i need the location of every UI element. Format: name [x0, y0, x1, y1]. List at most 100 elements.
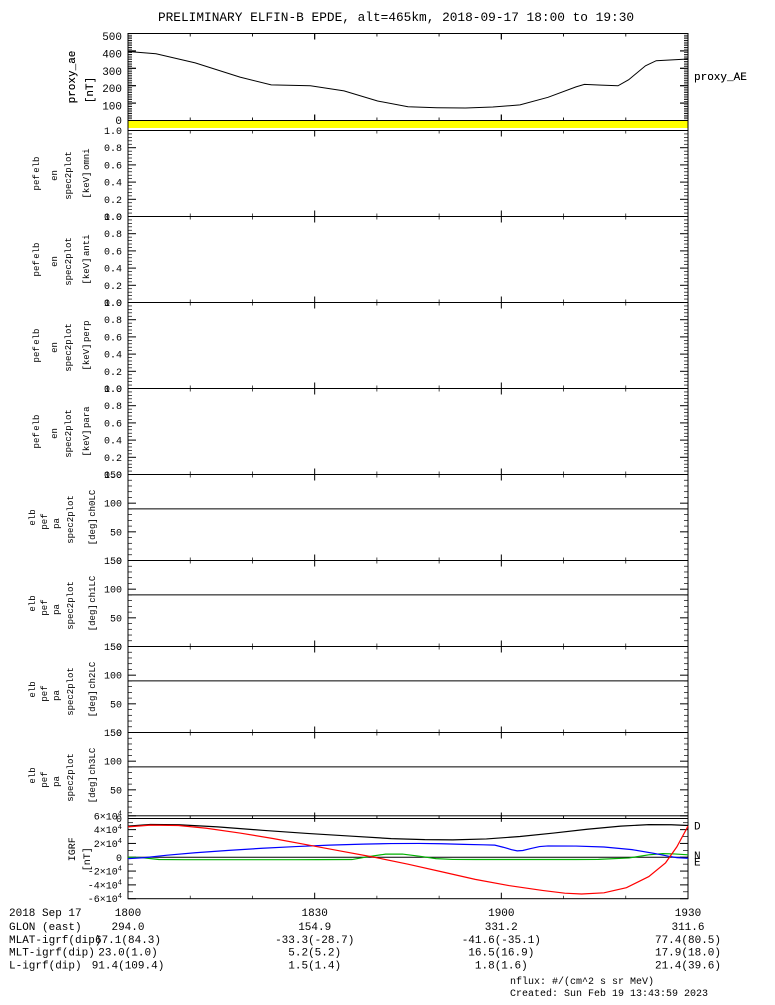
svg-text:50: 50 — [110, 528, 122, 539]
svg-text:elb: elb — [28, 681, 38, 697]
svg-text:0.2: 0.2 — [104, 196, 122, 207]
svg-text:200: 200 — [102, 84, 122, 96]
svg-text:D: D — [694, 822, 701, 834]
svg-text:1830: 1830 — [301, 908, 327, 920]
svg-text:[deg]: [deg] — [88, 690, 98, 717]
svg-text:IGRF: IGRF — [68, 837, 79, 861]
svg-text:0.8: 0.8 — [104, 230, 122, 241]
svg-text:154.9: 154.9 — [298, 922, 331, 934]
svg-text:150: 150 — [104, 643, 122, 654]
svg-text:elb: elb — [28, 595, 38, 611]
svg-text:23.0(1.0): 23.0(1.0) — [98, 948, 157, 960]
svg-text:150: 150 — [104, 471, 122, 482]
svg-text:[nT]: [nT] — [85, 77, 97, 103]
svg-text:spec2plot: spec2plot — [64, 237, 74, 286]
svg-text:spec2plot: spec2plot — [66, 495, 76, 544]
svg-text:1.0: 1.0 — [104, 385, 122, 396]
svg-text:150: 150 — [104, 557, 122, 568]
svg-text:pef: pef — [40, 685, 50, 701]
svg-text:0.4: 0.4 — [104, 265, 122, 276]
svg-text:elb: elb — [28, 767, 38, 783]
svg-text:0.8: 0.8 — [104, 402, 122, 413]
svg-text:anti: anti — [82, 234, 92, 256]
svg-text:MLT-igrf(dip): MLT-igrf(dip) — [9, 948, 95, 960]
svg-text:50: 50 — [110, 700, 122, 711]
svg-text:67.1(84.3): 67.1(84.3) — [95, 935, 161, 947]
svg-text:-41.6(-35.1): -41.6(-35.1) — [462, 935, 541, 947]
svg-text:elb: elb — [32, 415, 42, 431]
svg-text:omni: omni — [82, 148, 92, 170]
svg-text:50: 50 — [110, 614, 122, 625]
svg-text:pef: pef — [40, 513, 50, 529]
svg-text:1.0: 1.0 — [104, 127, 122, 138]
svg-text:300: 300 — [102, 67, 122, 79]
svg-text:elb: elb — [32, 329, 42, 345]
svg-text:0.2: 0.2 — [104, 368, 122, 379]
svg-text:en: en — [50, 256, 60, 267]
svg-text:0.4: 0.4 — [104, 179, 122, 190]
svg-text:nflux: #/(cm^2 s sr MeV): nflux: #/(cm^2 s sr MeV) — [510, 976, 654, 988]
svg-text:2×104: 2×104 — [94, 838, 122, 851]
svg-text:0.2: 0.2 — [104, 454, 122, 465]
svg-text:-33.3(-28.7): -33.3(-28.7) — [275, 935, 354, 947]
svg-text:100: 100 — [104, 672, 122, 683]
svg-text:0.8: 0.8 — [104, 316, 122, 327]
svg-text:spec2plot: spec2plot — [64, 323, 74, 372]
svg-text:1800: 1800 — [115, 908, 141, 920]
svg-text:PRELIMINARY ELFIN-B EPDE, alt=: PRELIMINARY ELFIN-B EPDE, alt=465km, 201… — [158, 10, 634, 25]
svg-text:pef: pef — [40, 771, 50, 787]
svg-text:pef: pef — [32, 432, 42, 448]
svg-text:0.6: 0.6 — [104, 419, 122, 430]
svg-text:pa: pa — [52, 776, 62, 787]
svg-text:[nT]: [nT] — [82, 847, 94, 871]
svg-text:294.0: 294.0 — [111, 922, 144, 934]
svg-text:ch1LC: ch1LC — [88, 575, 98, 603]
svg-text:GLON (east): GLON (east) — [9, 922, 82, 934]
svg-text:ch2LC: ch2LC — [88, 661, 98, 689]
svg-text:100: 100 — [102, 102, 122, 114]
svg-text:331.2: 331.2 — [485, 922, 518, 934]
svg-text:311.6: 311.6 — [671, 922, 704, 934]
svg-text:para: para — [82, 406, 92, 428]
svg-text:1.0: 1.0 — [104, 213, 122, 224]
svg-text:[deg]: [deg] — [88, 604, 98, 631]
svg-text:spec2plot: spec2plot — [64, 151, 74, 200]
svg-text:77.4(80.5): 77.4(80.5) — [655, 935, 721, 947]
svg-text:0.6: 0.6 — [104, 247, 122, 258]
svg-text:6×104: 6×104 — [94, 810, 122, 823]
svg-text:1930: 1930 — [675, 908, 701, 920]
svg-text:17.9(18.0): 17.9(18.0) — [655, 948, 721, 960]
svg-text:400: 400 — [102, 49, 122, 61]
svg-text:elb: elb — [32, 157, 42, 173]
svg-text:MLAT-igrf(dip): MLAT-igrf(dip) — [9, 935, 101, 947]
svg-text:[deg]: [deg] — [88, 776, 98, 803]
svg-text:50: 50 — [110, 786, 122, 797]
svg-text:E: E — [694, 857, 701, 869]
svg-text:16.5(16.9): 16.5(16.9) — [468, 948, 534, 960]
svg-text:0.6: 0.6 — [104, 333, 122, 344]
svg-text:spec2plot: spec2plot — [66, 753, 76, 802]
svg-text:-4×104: -4×104 — [88, 879, 122, 892]
svg-text:21.4(39.6): 21.4(39.6) — [655, 961, 721, 973]
svg-text:ch0LC: ch0LC — [88, 489, 98, 517]
svg-text:perp: perp — [82, 320, 92, 342]
svg-text:5.2(5.2): 5.2(5.2) — [288, 948, 341, 960]
svg-text:4×104: 4×104 — [94, 824, 122, 837]
svg-text:0.2: 0.2 — [104, 282, 122, 293]
svg-text:[keV]: [keV] — [82, 344, 92, 371]
svg-text:0.6: 0.6 — [104, 161, 122, 172]
svg-text:en: en — [50, 170, 60, 181]
svg-text:[keV]: [keV] — [82, 172, 92, 199]
svg-text:100: 100 — [104, 586, 122, 597]
svg-text:pef: pef — [40, 599, 50, 615]
svg-text:proxy_AE: proxy_AE — [694, 72, 747, 84]
svg-text:[keV]: [keV] — [82, 430, 92, 457]
svg-text:[keV]: [keV] — [82, 258, 92, 285]
svg-text:0.4: 0.4 — [104, 437, 122, 448]
svg-text:ch3LC: ch3LC — [88, 747, 98, 775]
svg-text:1.8(1.6): 1.8(1.6) — [475, 961, 528, 973]
svg-text:en: en — [50, 342, 60, 353]
svg-text:100: 100 — [104, 500, 122, 511]
svg-text:pa: pa — [52, 518, 62, 529]
svg-text:0: 0 — [116, 854, 122, 865]
